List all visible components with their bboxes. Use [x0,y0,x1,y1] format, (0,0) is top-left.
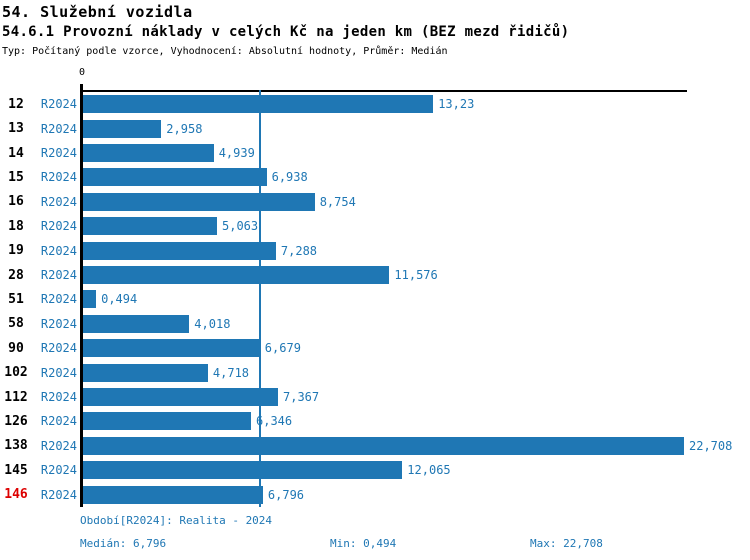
x-axis-zero-tick: 0 [78,67,86,78]
vehicle-number-label: 13 [8,121,24,137]
y-axis-line [80,84,83,507]
value-bar [83,217,217,236]
period-series-label: R2024 [40,97,77,112]
chart-subtitle: Typ: Počítaný podle vzorce, Vyhodnocení:… [2,46,448,57]
chart-row: 126 R2024 6,346 [0,409,750,433]
footer-period-legend: Období[R2024]: Realita - 2024 [80,514,273,527]
value-bar [83,461,403,480]
bar-value-label: 22,708 [689,438,733,453]
vehicle-number-label: 19 [8,243,24,259]
vehicle-number-label: 146 [4,487,28,503]
vehicle-number-label: 15 [8,169,24,185]
value-bar [83,290,97,309]
vehicle-number-label: 138 [4,438,28,454]
chart-row: 51 R2024 0,494 [0,287,750,311]
period-series-label: R2024 [40,365,77,380]
value-bar [83,168,267,187]
vehicle-number-label: 126 [4,413,28,429]
value-bar [83,412,251,431]
vehicle-number-label: 58 [8,316,24,332]
footer-max-stat: Max: 22,708 [530,537,603,550]
bar-value-label: 5,063 [222,219,259,234]
chart-row: 102 R2024 4,718 [0,360,750,384]
chart-row: 16 R2024 8,754 [0,190,750,214]
median-reference-line [259,90,261,507]
value-bar [83,144,214,163]
vehicle-number-label: 14 [8,145,24,161]
bar-value-label: 7,288 [280,243,318,258]
bar-chart: 12 R2024 13,23 13 R2024 2,958 14 R2024 4… [0,84,750,507]
chart-row: 13 R2024 2,958 [0,116,750,140]
report-section-title: 54. Služební vozidla [2,3,193,21]
value-bar [83,266,390,285]
bar-value-label: 6,346 [256,414,293,429]
bar-value-label: 6,938 [271,170,308,185]
bar-value-label: 6,679 [264,341,301,356]
chart-row: 138 R2024 22,708 [0,434,750,458]
bar-value-label: 4,718 [212,365,250,380]
chart-row: 19 R2024 7,288 [0,238,750,262]
period-series-label: R2024 [40,146,77,161]
chart-row: 58 R2024 4,018 [0,312,750,336]
chart-row: 146 R2024 6,796 [0,483,750,507]
period-series-label: R2024 [40,463,77,478]
value-bar [83,363,208,382]
bar-value-label: 0,494 [101,292,138,307]
period-series-label: R2024 [40,390,77,405]
vehicle-number-label: 18 [8,218,24,234]
value-bar [83,314,190,333]
value-bar [83,339,260,358]
footer-median-stat: Medián: 6,796 [80,537,167,550]
bar-value-label: 4,018 [194,316,231,331]
bar-value-label: 6,796 [267,487,305,502]
bar-value-label: 12,065 [407,463,451,478]
period-series-label: R2024 [40,268,77,283]
value-bar [83,241,276,260]
chart-rows: 12 R2024 13,23 13 R2024 2,958 14 R2024 4… [0,92,750,507]
chart-row: 112 R2024 7,367 [0,385,750,409]
period-series-label: R2024 [40,292,77,307]
chart-row: 12 R2024 13,23 [0,92,750,116]
period-series-label: R2024 [40,194,77,209]
vehicle-number-label: 102 [4,365,28,381]
footer-min-stat: Min: 0,494 [330,537,397,550]
value-bar [83,436,684,455]
chart-row: 145 R2024 12,065 [0,458,750,482]
bar-value-label: 8,754 [319,194,356,209]
period-series-label: R2024 [40,341,77,356]
chart-row: 18 R2024 5,063 [0,214,750,238]
chart-row: 15 R2024 6,938 [0,165,750,189]
vehicle-number-label: 28 [8,267,24,283]
bar-value-label: 4,939 [218,146,255,161]
vehicle-number-label: 12 [8,96,24,112]
vehicle-number-label: 51 [8,291,24,307]
chart-row: 14 R2024 4,939 [0,141,750,165]
chart-row: 90 R2024 6,679 [0,336,750,360]
period-series-label: R2024 [40,170,77,185]
bar-value-label: 7,367 [283,390,320,405]
period-series-label: R2024 [40,121,77,136]
bar-value-label: 13,23 [438,97,475,112]
vehicle-number-label: 16 [8,194,24,210]
vehicle-number-label: 145 [4,462,28,478]
value-bar [83,192,315,211]
x-axis-line [80,90,687,92]
value-bar [83,95,434,114]
period-series-label: R2024 [40,438,77,453]
value-bar [83,119,162,138]
chart-row: 28 R2024 11,576 [0,263,750,287]
vehicle-number-label: 90 [8,340,24,356]
period-series-label: R2024 [40,316,77,331]
period-series-label: R2024 [40,243,77,258]
bar-value-label: 11,576 [394,268,438,283]
value-bar [83,388,278,407]
period-series-label: R2024 [40,219,77,234]
period-series-label: R2024 [40,414,77,429]
period-series-label: R2024 [40,487,77,502]
vehicle-number-label: 112 [4,389,28,405]
chart-title: 54.6.1 Provozní náklady v celých Kč na j… [2,24,570,40]
bar-value-label: 2,958 [166,121,203,136]
value-bar [83,485,263,504]
